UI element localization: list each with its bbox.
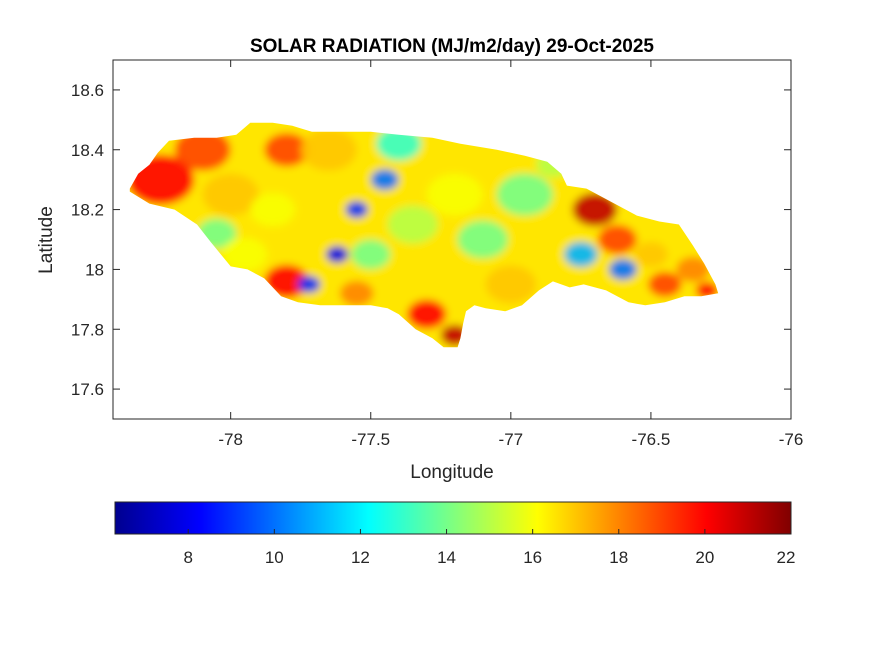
heat-cell [325,246,349,263]
colorbar-tick-label: 20 [695,548,714,567]
heat-cell [572,192,618,227]
heat-cell [202,173,259,216]
heat-cell [339,280,374,306]
heat-cell [222,237,268,272]
heat-cell [457,220,509,259]
heat-cell [634,241,668,268]
y-tick-label: 18.2 [71,201,104,220]
y-tick-label: 18.6 [71,81,104,100]
colorbar-tick-label: 18 [609,548,628,567]
y-axis-ticks: 17.6 17.8 18 18.2 18.4 18.6 [71,81,791,399]
colorbar-tick-label: 12 [351,548,370,567]
colorbar-tick-label: 8 [183,548,192,567]
heat-cell [351,239,391,270]
colorbar-tick-label: 22 [777,548,796,567]
colorbar-tick-label: 14 [437,548,456,567]
heat-cell [648,271,682,297]
heat-cell [608,258,637,280]
y-tick-label: 17.8 [71,320,104,339]
heat-cell [174,128,231,171]
chart-title: SOLAR RADIATION (MJ/m2/day) 29-Oct-2025 [250,36,654,57]
heat-cell [387,205,438,244]
heat-cell [370,169,399,191]
heat-cell [300,128,357,171]
y-tick-label: 18.4 [71,141,104,160]
heat-cell [496,173,553,216]
heat-cell [345,201,368,218]
heat-cell [264,264,310,299]
x-axis-label: Longitude [410,462,493,483]
colorbar-tick-label: 16 [523,548,542,567]
y-tick-label: 17.6 [71,380,104,399]
x-tick-label: -77.5 [351,430,390,449]
x-tick-label: -76.5 [632,430,671,449]
heat-cell [485,265,537,304]
y-tick-label: 18 [85,260,104,279]
heat-cell [564,241,598,268]
x-tick-label: -76 [779,430,804,449]
x-tick-label: -78 [218,430,243,449]
colorbar [114,501,792,535]
heat-cell [297,275,321,293]
heat-cell [676,256,710,283]
heat-cell [407,299,447,330]
y-axis-label: Latitude [36,206,57,274]
heat-cell [597,224,637,255]
x-tick-label: -77 [499,430,524,449]
heat-cell [264,132,310,167]
heat-cell [250,192,296,227]
colorbar-tick-label: 10 [265,548,284,567]
x-axis-ticks: -78 -77.5 -77 -76.5 -76 [218,60,803,449]
heat-cell [426,173,483,216]
colorbar-ticks: 8 10 12 14 16 18 20 22 [183,529,795,567]
